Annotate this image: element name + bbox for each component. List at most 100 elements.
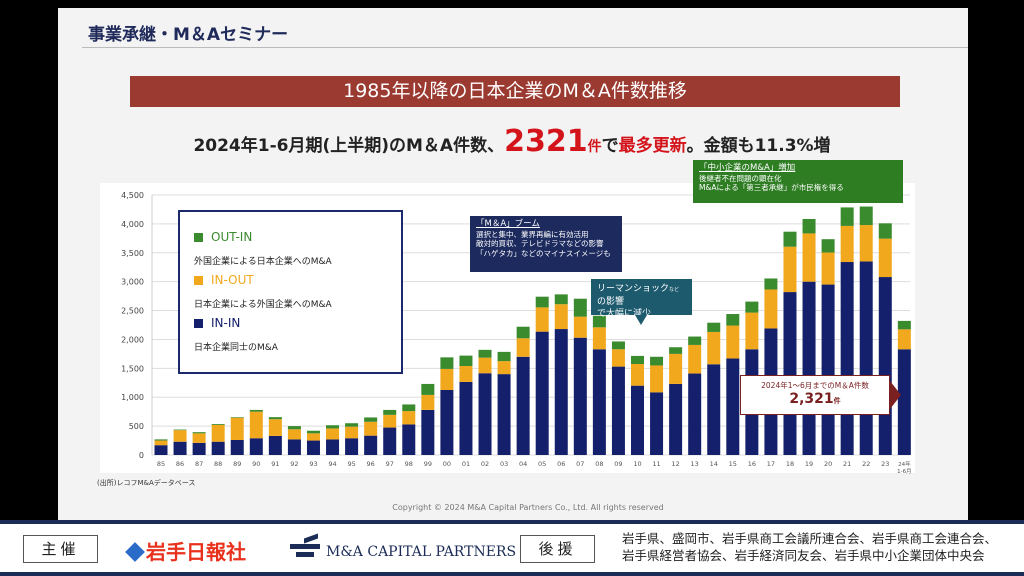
x-tick-label: 99: [424, 460, 432, 468]
bar-in-out: [897, 329, 911, 350]
bar-out-in: [745, 301, 759, 313]
bar-in-out: [802, 233, 816, 282]
bar-in-in: [840, 262, 854, 455]
bar-out-in: [230, 417, 244, 418]
callout-2024-count: 2024年1～6月までのM＆A件数 2,321件: [740, 375, 901, 415]
bar-in-out: [154, 440, 168, 446]
x-tick-label: 94: [328, 460, 336, 468]
x-tick-label: 97: [386, 460, 394, 468]
bar-out-in: [707, 322, 721, 332]
bar-in-in: [611, 366, 625, 455]
x-tick-label: 04: [519, 460, 527, 468]
x-tick-label: 1-6月: [897, 468, 911, 475]
bar-in-out: [345, 426, 359, 439]
bar-in-out: [230, 417, 244, 440]
x-tick-label: 19: [805, 460, 813, 468]
slide-title: 1985年以降の日本企業のM＆A件数推移: [130, 76, 900, 107]
host1-name: 岩手日報社: [146, 540, 246, 564]
legend-label: IN-OUT: [211, 273, 254, 287]
bar-in-in: [173, 441, 187, 455]
host2-name: M&A CAPITAL PARTNERS: [326, 544, 517, 560]
x-tick-label: 07: [576, 460, 584, 468]
bar-in-in: [230, 439, 244, 455]
x-tick-label: 86: [176, 460, 184, 468]
bar-out-in: [402, 404, 416, 412]
annotation-small: など: [669, 287, 680, 293]
legend-desc: 外国企業による日本企業へのM&A: [194, 257, 332, 267]
bar-in-in: [650, 392, 664, 455]
supporters: 岩手県、盛岡市、岩手県商工会議所連合会、岩手県商工会連合会、 岩手県経営者協会、…: [622, 530, 997, 564]
bar-in-out: [878, 238, 892, 278]
bar-in-out: [631, 364, 644, 386]
x-tick-label: 02: [481, 460, 489, 468]
bar-out-in: [802, 218, 816, 234]
x-tick-label: 93: [309, 460, 317, 468]
copyright: Copyright © 2024 M&A Capital Partners Co…: [392, 503, 664, 512]
bar-out-in: [268, 417, 282, 420]
ma-count-chart: 05001,0001,5002,0002,5003,0003,5004,0004…: [121, 191, 911, 475]
bar-out-in: [611, 341, 625, 350]
x-tick-label: 91: [271, 460, 279, 468]
x-tick-label: 18: [786, 460, 794, 468]
subtitle-highlight: 最多更新: [618, 136, 687, 156]
annotation-title: 「M＆A」ブーム: [476, 219, 540, 229]
y-tick-label: 2,000: [121, 335, 144, 344]
slide-subtitle: 2024年1-6月期(上半期)のM＆A件数、2321件で最多更新。金額も11.3…: [0, 124, 1024, 159]
callout-label: 2024年1～6月までのM＆A件数: [761, 381, 869, 390]
x-tick-label: 92: [290, 460, 298, 468]
x-tick-label: 06: [557, 460, 565, 468]
bar-in-out: [611, 349, 625, 367]
subtitle-pre: 2024年1-6月期(上半期)のM＆A件数、: [193, 136, 505, 156]
x-tick-label: 10: [633, 460, 641, 468]
bar-in-in: [326, 439, 340, 455]
bar-in-out: [688, 344, 702, 374]
bar-out-in: [192, 432, 206, 434]
bar-in-out: [859, 225, 873, 262]
bar-in-out: [268, 419, 282, 436]
legend-label: IN-IN: [211, 316, 241, 330]
bar-out-in: [306, 430, 320, 434]
annotation-line: 選択と集中、業界再編に有効活用: [476, 229, 589, 239]
x-tick-label: 13: [691, 460, 699, 468]
x-tick-label: 87: [195, 460, 203, 468]
x-tick-label: 98: [405, 460, 413, 468]
bar-in-in: [726, 358, 740, 455]
mac-partners-logo: M&A CAPITAL PARTNERS: [290, 533, 517, 560]
legend-in-out: IN-OUT: [194, 273, 401, 287]
bar-out-in: [554, 294, 568, 305]
bar-in-in: [306, 440, 320, 455]
subtitle-number: 2321: [504, 124, 588, 159]
x-tick-label: 23: [881, 460, 889, 468]
bar-in-out: [764, 289, 778, 329]
source-note: (出所)レコフM&Aデータベース: [97, 479, 196, 487]
x-tick-label: 89: [233, 460, 241, 468]
bar-in-out: [249, 411, 263, 439]
bar-in-in: [878, 277, 892, 455]
bar-out-in: [173, 429, 187, 431]
bar-in-in: [192, 442, 206, 455]
bar-in-in: [821, 284, 835, 455]
callout-unit: 件: [833, 397, 841, 405]
bar-out-in: [897, 320, 911, 330]
x-tick-label: 03: [500, 460, 508, 468]
y-tick-label: 500: [129, 422, 144, 431]
bar-in-in: [516, 356, 530, 455]
bar-in-in: [459, 381, 473, 455]
footer-banner: 主催 岩手日報社 M&A CAPITAL PARTNERS 後援 岩手県、盛岡市…: [0, 520, 1024, 576]
x-tick-label: 01: [462, 460, 470, 468]
bar-in-out: [478, 357, 492, 374]
bar-in-out: [497, 361, 511, 375]
y-tick-label: 4,000: [121, 220, 144, 229]
bar-out-in: [249, 409, 263, 412]
seminar-title: 事業承継・M＆Aセミナー: [88, 25, 289, 45]
bar-in-in: [802, 281, 816, 455]
x-tick-label: 00: [443, 460, 451, 468]
bar-in-out: [402, 411, 416, 425]
x-tick-label: 85: [157, 460, 165, 468]
bar-in-in: [573, 337, 587, 455]
legend-swatch-in-in: [194, 318, 203, 328]
annotation-line: M&Aによる「第三者承継」が市民権を得る: [699, 183, 844, 192]
y-tick-label: 3,000: [121, 278, 144, 287]
bar-in-in: [707, 364, 721, 455]
annotation-title: 「中小企業のM&A」増加: [699, 163, 796, 173]
